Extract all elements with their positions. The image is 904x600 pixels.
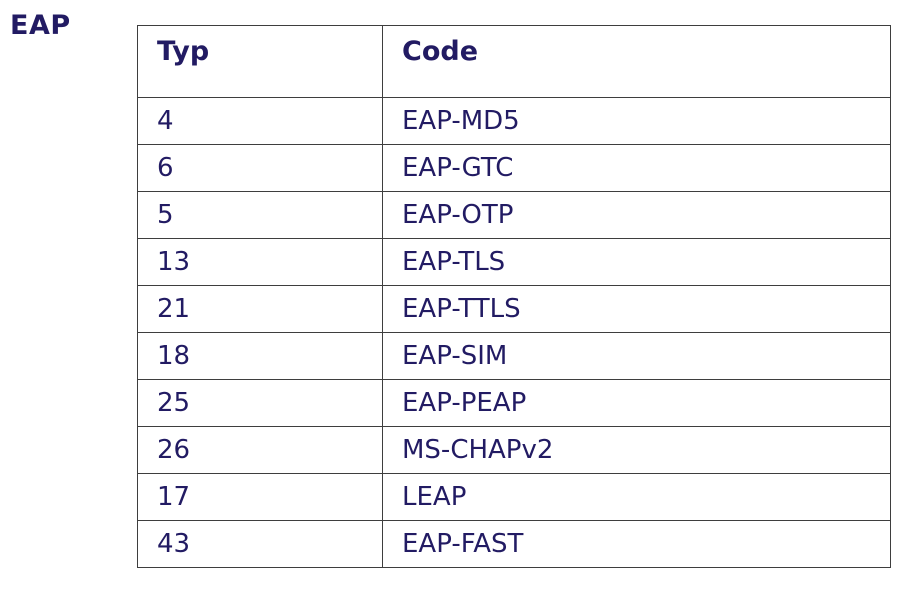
column-header-code: Code xyxy=(382,25,891,98)
cell-code: EAP-GTC xyxy=(382,144,891,192)
cell-typ: 13 xyxy=(137,238,383,286)
cell-typ: 17 xyxy=(137,473,383,521)
cell-typ: 18 xyxy=(137,332,383,380)
table-row: 21 EAP-TTLS xyxy=(137,285,891,333)
table-row: 18 EAP-SIM xyxy=(137,332,891,380)
cell-code: MS-CHAPv2 xyxy=(382,426,891,474)
cell-code: EAP-PEAP xyxy=(382,379,891,427)
cell-typ: 43 xyxy=(137,520,383,568)
table-row: 25 EAP-PEAP xyxy=(137,379,891,427)
cell-code: EAP-TTLS xyxy=(382,285,891,333)
cell-code: LEAP xyxy=(382,473,891,521)
cell-code: EAP-OTP xyxy=(382,191,891,239)
cell-typ: 26 xyxy=(137,426,383,474)
eap-types-table: Typ Code 4 EAP-MD5 6 EAP-GTC 5 EAP-OTP 1… xyxy=(137,25,891,568)
page-title: EAP xyxy=(10,10,71,41)
table-row: 13 EAP-TLS xyxy=(137,238,891,286)
cell-typ: 4 xyxy=(137,97,383,145)
cell-code: EAP-MD5 xyxy=(382,97,891,145)
cell-typ: 21 xyxy=(137,285,383,333)
column-header-typ: Typ xyxy=(137,25,383,98)
table-row: 5 EAP-OTP xyxy=(137,191,891,239)
table-row: 26 MS-CHAPv2 xyxy=(137,426,891,474)
cell-code: EAP-SIM xyxy=(382,332,891,380)
table-header-row: Typ Code xyxy=(137,25,891,98)
cell-typ: 6 xyxy=(137,144,383,192)
table-row: 43 EAP-FAST xyxy=(137,520,891,568)
cell-typ: 5 xyxy=(137,191,383,239)
cell-code: EAP-FAST xyxy=(382,520,891,568)
cell-typ: 25 xyxy=(137,379,383,427)
table-row: 4 EAP-MD5 xyxy=(137,97,891,145)
cell-code: EAP-TLS xyxy=(382,238,891,286)
table-row: 6 EAP-GTC xyxy=(137,144,891,192)
table-row: 17 LEAP xyxy=(137,473,891,521)
